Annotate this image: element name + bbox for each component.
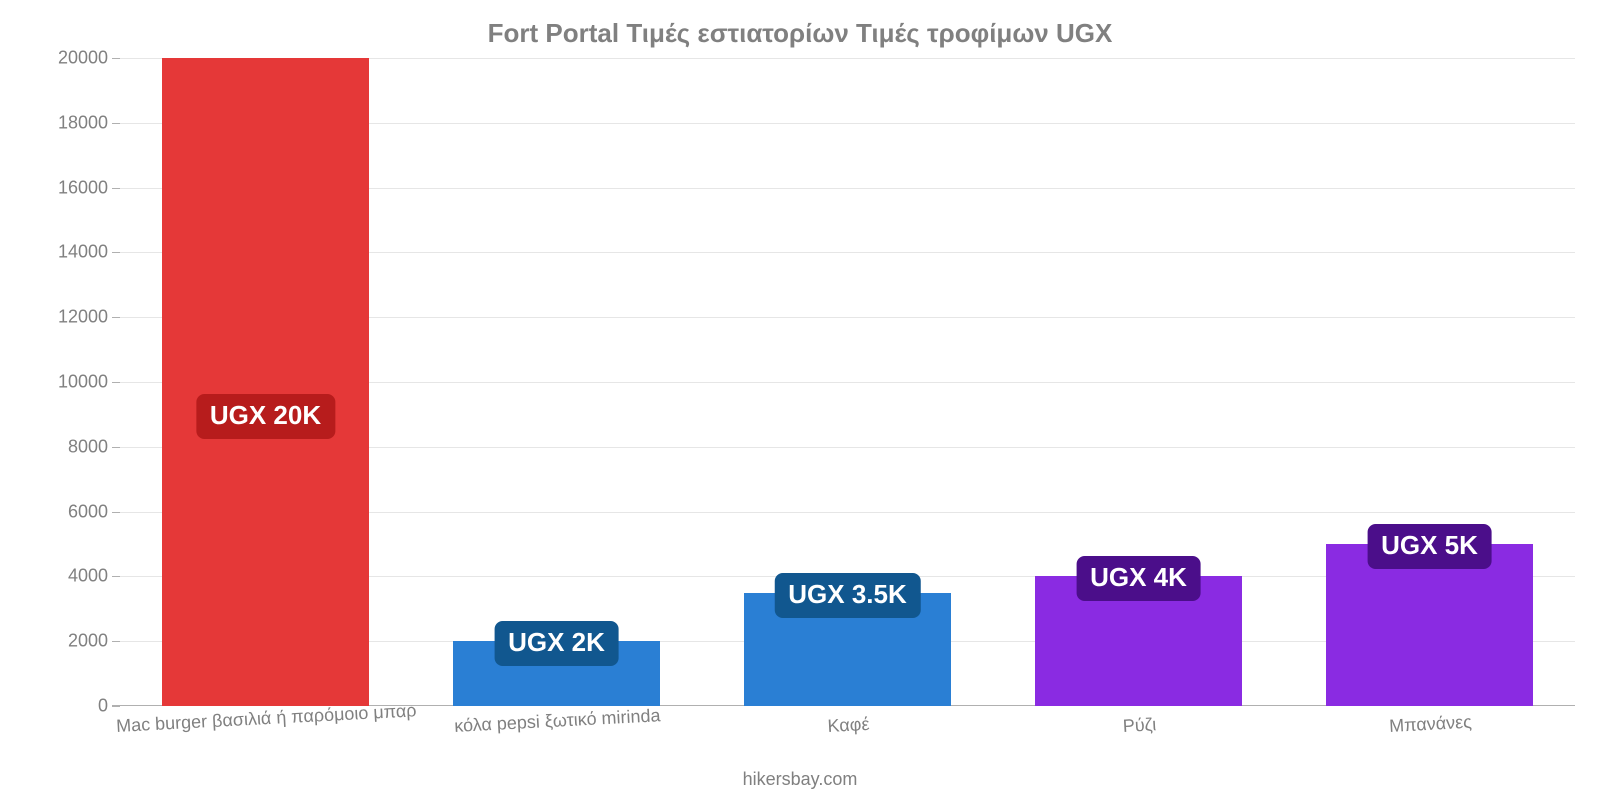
y-tick-mark [112, 706, 120, 707]
y-tick-label: 20000 [58, 48, 108, 69]
attribution-text: hikersbay.com [0, 769, 1600, 790]
plot-area: 0200040006000800010000120001400016000180… [120, 58, 1575, 706]
y-tick-label: 12000 [58, 307, 108, 328]
value-badge: UGX 3.5K [774, 573, 921, 618]
y-tick-label: 4000 [68, 566, 108, 587]
y-tick-label: 2000 [68, 631, 108, 652]
x-category-label: Ρύζι [1122, 714, 1157, 737]
y-tick-label: 18000 [58, 112, 108, 133]
y-tick-label: 16000 [58, 177, 108, 198]
y-tick-mark [112, 641, 120, 642]
y-tick-mark [112, 123, 120, 124]
value-badge: UGX 4K [1076, 556, 1201, 601]
y-tick-label: 6000 [68, 501, 108, 522]
y-tick-label: 8000 [68, 436, 108, 457]
y-tick-mark [112, 188, 120, 189]
y-tick-mark [112, 576, 120, 577]
y-tick-mark [112, 382, 120, 383]
x-category-label: Μπανάνες [1388, 712, 1472, 737]
y-tick-label: 14000 [58, 242, 108, 263]
y-tick-mark [112, 58, 120, 59]
value-badge: UGX 20K [196, 394, 335, 439]
y-tick-label: 0 [98, 696, 108, 717]
value-badge: UGX 2K [494, 621, 619, 666]
y-tick-mark [112, 512, 120, 513]
y-tick-label: 10000 [58, 372, 108, 393]
chart-title: Fort Portal Τιμές εστιατορίων Τιμές τροφ… [0, 18, 1600, 49]
x-category-label: Καφέ [827, 714, 870, 737]
x-category-label: κόλα pepsi ξωτικό mirinda [453, 705, 660, 737]
y-tick-mark [112, 317, 120, 318]
y-tick-mark [112, 252, 120, 253]
bar [162, 58, 369, 706]
value-badge: UGX 5K [1367, 524, 1492, 569]
y-tick-mark [112, 447, 120, 448]
